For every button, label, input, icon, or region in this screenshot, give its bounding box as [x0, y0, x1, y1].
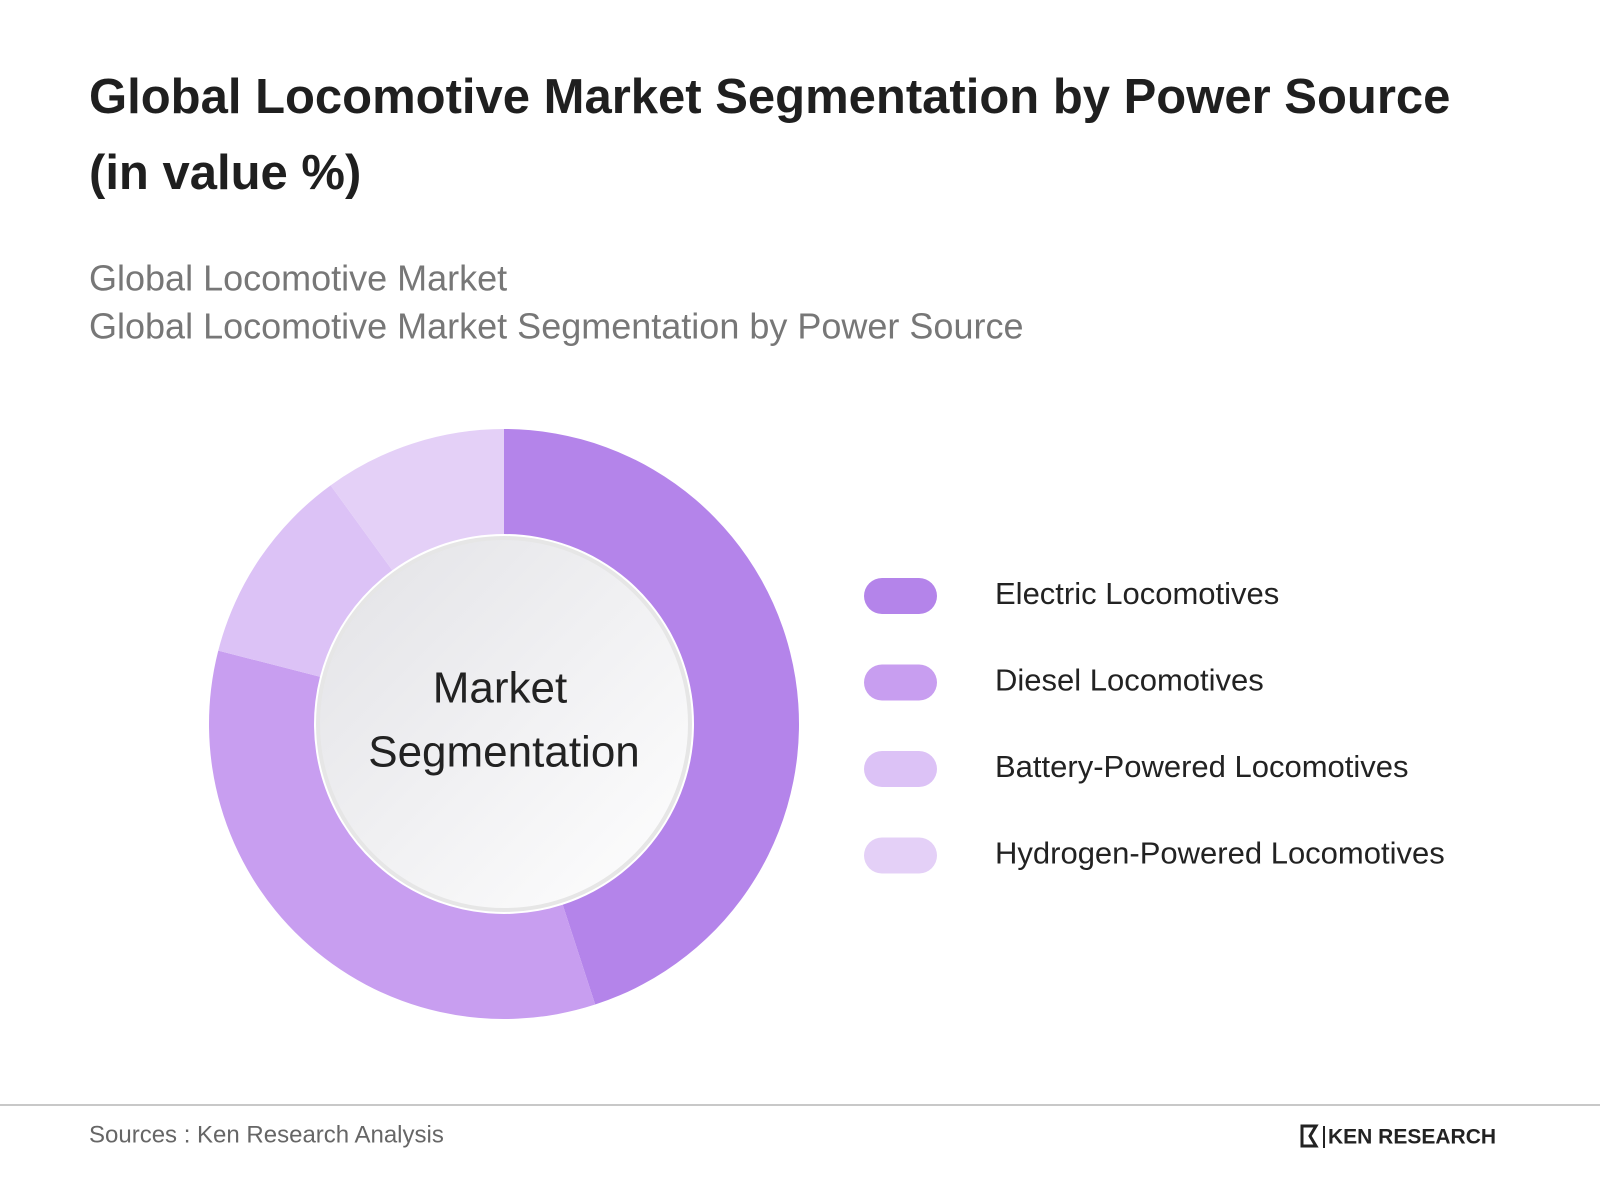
- brand-logo: KEN RESEARCH: [1300, 1124, 1496, 1149]
- subtitle: Global Locomotive Market Segmentation by…: [89, 306, 1023, 347]
- legend-swatch: [864, 751, 937, 787]
- legend-swatch: [864, 837, 937, 874]
- center-label: Segmentation: [368, 728, 640, 777]
- center-label: Market: [433, 664, 567, 713]
- chart-title: Global Locomotive Market Segmentation by…: [89, 70, 1450, 124]
- brand: KEN RESEARCH: [1328, 1126, 1496, 1149]
- center-disc: [316, 536, 692, 912]
- donut-segment: [330, 429, 504, 571]
- legend-swatch: [864, 664, 937, 701]
- donut: [208, 429, 799, 1019]
- subtitle: Global Locomotive Market: [89, 258, 507, 299]
- legend-label: Hydrogen-Powered Locomotives: [995, 836, 1445, 871]
- source: Sources : Ken Research Analysis: [89, 1121, 444, 1148]
- legend-label: Battery-Powered Locomotives: [995, 749, 1409, 784]
- legend: Electric Locomotives Diesel Locomotives Ba…: [864, 576, 1445, 874]
- legend-label: Diesel Locomotives: [995, 663, 1264, 698]
- donut-segment: [208, 650, 596, 1019]
- legend-label: Electric Locomotives: [995, 576, 1279, 611]
- chart-title: (in value %): [89, 146, 361, 200]
- donut-segment: [218, 485, 393, 677]
- legend-swatch: [864, 578, 937, 614]
- donut-segment: [504, 429, 799, 1005]
